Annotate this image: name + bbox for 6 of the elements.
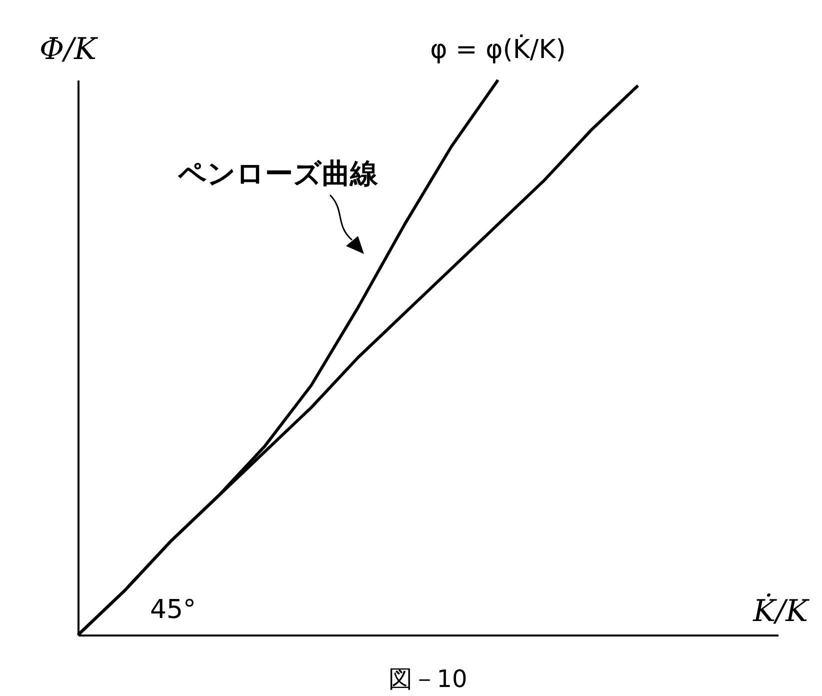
- x-axis-title: K̇/K: [752, 592, 810, 629]
- series-label: φ = φ(K̇/K): [430, 33, 566, 65]
- y-axis-title: Φ/K: [39, 32, 98, 67]
- annotation: 45°: [150, 595, 196, 625]
- text: 図－10: [388, 665, 468, 693]
- annotation: ペンローズ曲線: [177, 157, 379, 190]
